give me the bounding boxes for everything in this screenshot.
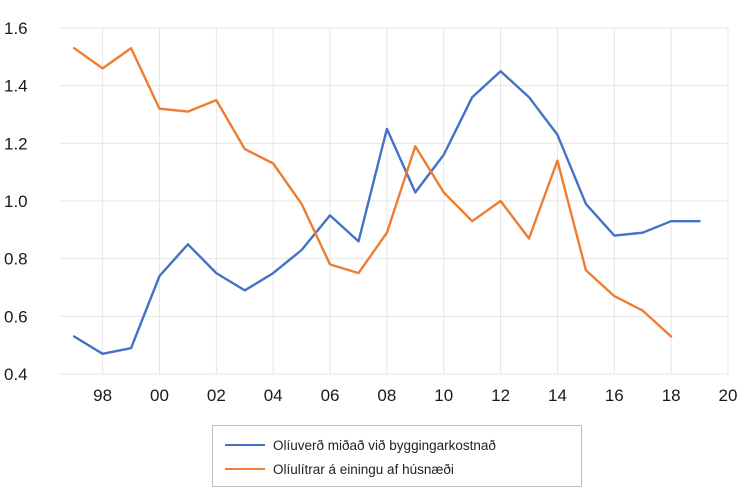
x-tick-label: 00 <box>150 386 169 405</box>
x-tick-label: 08 <box>377 386 396 405</box>
gridlines <box>60 27 729 375</box>
series-line-1 <box>72 70 701 355</box>
y-tick-label: 0.4 <box>4 365 28 384</box>
y-tick-label: 1.2 <box>4 134 28 153</box>
x-tick-label: 12 <box>491 386 510 405</box>
series-line-2 <box>72 47 673 338</box>
x-tick-label: 98 <box>93 386 112 405</box>
legend-label: Olíulítrar á einingu af húsnæði <box>273 461 454 477</box>
legend-label: Olíuverð miðað við byggingarkostnað <box>273 437 496 453</box>
x-tick-label: 02 <box>207 386 226 405</box>
x-tick-label: 16 <box>605 386 624 405</box>
x-tick-label: 06 <box>321 386 340 405</box>
legend-swatch-blue <box>225 444 265 446</box>
legend-swatch-orange <box>225 468 265 470</box>
y-tick-label: 1.6 <box>4 19 28 38</box>
y-tick-label: 1.0 <box>4 192 28 211</box>
x-tick-label: 10 <box>434 386 453 405</box>
y-tick-label: 0.8 <box>4 250 28 269</box>
y-tick-label: 1.4 <box>4 77 28 96</box>
y-axis-ticks: 0.4 0.6 0.8 1.0 1.2 1.4 1.6 <box>4 19 28 384</box>
x-tick-label: 14 <box>548 386 567 405</box>
legend: Olíuverð miðað við byggingarkostnað Olíu… <box>212 425 582 487</box>
x-axis-ticks: 98 00 02 04 06 08 10 12 14 16 18 20 <box>93 386 737 405</box>
x-tick-label: 20 <box>719 386 738 405</box>
x-tick-label: 18 <box>662 386 681 405</box>
series-lines <box>72 47 701 355</box>
x-tick-label: 04 <box>264 386 283 405</box>
y-tick-label: 0.6 <box>4 307 28 326</box>
legend-item-oil-price: Olíuverð miðað við byggingarkostnað <box>225 435 496 455</box>
legend-item-oil-litres: Olíulítrar á einingu af húsnæði <box>225 459 454 479</box>
